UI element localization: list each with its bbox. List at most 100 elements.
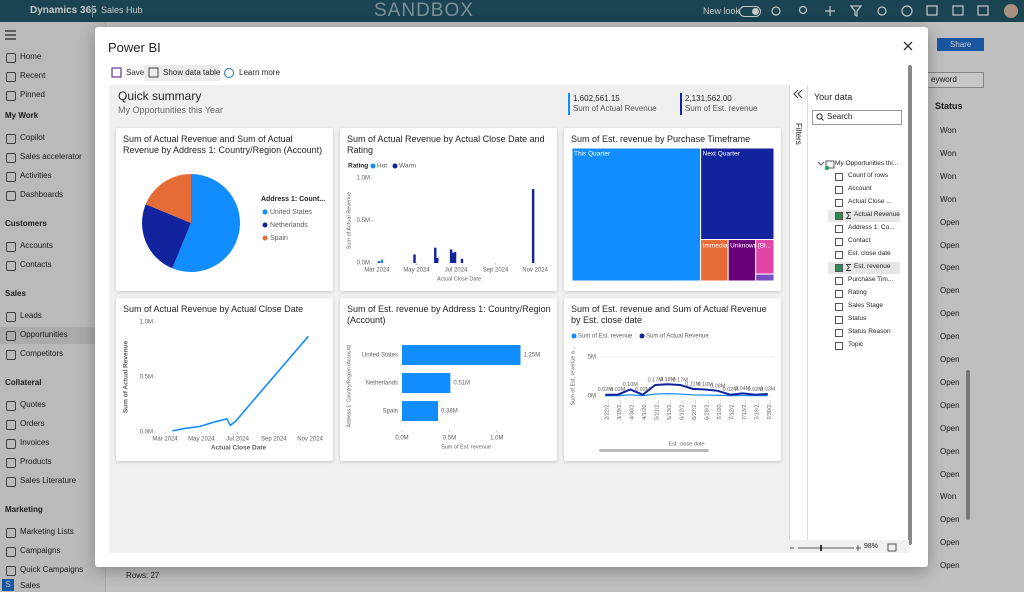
table-icon: [817, 160, 835, 170]
nav-item[interactable]: Dashboards: [20, 190, 64, 199]
field-name[interactable]: Status: [848, 315, 867, 322]
nav-item[interactable]: Competitors: [20, 349, 64, 358]
icon[interactable]: [771, 6, 781, 16]
toolbar-learn-more[interactable]: Learn more: [239, 68, 280, 77]
nav-item[interactable]: Marketing Lists: [20, 527, 74, 536]
y-tick-label: 1.0M: [140, 320, 153, 326]
toolbar-icons: [111, 67, 234, 78]
icon[interactable]: [798, 5, 808, 15]
icon[interactable]: [952, 5, 964, 16]
nav-item[interactable]: Invoices: [20, 438, 50, 447]
app-name[interactable]: Dynamics 365: [30, 5, 97, 16]
field-checkbox[interactable]: [835, 212, 843, 220]
field-checkbox[interactable]: [835, 303, 843, 311]
nav-item[interactable]: Campaigns: [20, 546, 61, 555]
field-name[interactable]: Contact: [848, 237, 871, 244]
area-switcher[interactable]: Sales: [20, 581, 41, 590]
visual-plot: United States Netherlands Spain Address 1: …: [142, 174, 325, 272]
bar: [402, 373, 451, 393]
nav-item[interactable]: Products: [20, 457, 52, 466]
nav-icon: [6, 331, 16, 341]
value-label: 0.02M: [610, 387, 626, 393]
pie-slice: [142, 204, 191, 269]
field-checkbox[interactable]: [835, 290, 843, 298]
status-cell: Open: [940, 400, 960, 410]
new-look-toggle[interactable]: [739, 6, 761, 17]
field-name[interactable]: Est. revenue: [854, 263, 891, 270]
field-checkbox[interactable]: [835, 199, 843, 207]
nav-item[interactable]: Quotes: [20, 400, 46, 409]
nav-item[interactable]: Home: [20, 52, 42, 61]
menu-icon[interactable]: [5, 30, 17, 40]
field-checkbox[interactable]: [835, 251, 843, 259]
status-header[interactable]: Status: [935, 101, 963, 111]
filters-label[interactable]: Filters: [794, 123, 803, 145]
icon[interactable]: [877, 6, 887, 16]
field-checkbox[interactable]: [835, 186, 843, 194]
status-cell: Open: [940, 286, 960, 296]
nav-item[interactable]: Pinned: [20, 90, 45, 99]
nav-item[interactable]: Opportunities: [20, 330, 68, 339]
search-box[interactable]: [812, 110, 902, 125]
field-checkbox[interactable]: [835, 316, 843, 324]
field-name[interactable]: Purchase Tim...: [848, 276, 894, 283]
icon[interactable]: [849, 5, 863, 17]
status-cell: Won: [940, 492, 957, 502]
field-checkbox[interactable]: [835, 264, 843, 272]
hub-name[interactable]: Sales Hub: [101, 5, 143, 15]
icon[interactable]: [825, 6, 835, 16]
field-name[interactable]: Actual Close ...: [848, 198, 892, 205]
nav-item[interactable]: Sales accelerator: [20, 152, 82, 161]
share-button[interactable]: Share: [937, 38, 984, 51]
save-icon[interactable]: [111, 67, 122, 78]
field-name[interactable]: Topic: [848, 341, 864, 348]
bar: [413, 254, 416, 263]
toolbar-save[interactable]: Save: [126, 68, 145, 77]
table-icon[interactable]: [148, 67, 159, 78]
field-name[interactable]: Rating: [848, 289, 867, 296]
nav-item[interactable]: Contacts: [20, 260, 52, 269]
x-tick-label: 7/1/20...: [717, 400, 723, 420]
toolbar-data-table[interactable]: Show data table: [163, 68, 221, 77]
field-name[interactable]: Actual Revenue: [854, 211, 900, 218]
x-tick-label: Nov 2024: [297, 437, 323, 443]
field-checkbox[interactable]: [835, 277, 843, 285]
nav-item[interactable]: Sales Literature: [20, 476, 77, 485]
expand-filters[interactable]: [793, 90, 803, 98]
nav-item[interactable]: Recent: [20, 71, 46, 80]
icon[interactable]: [901, 5, 913, 17]
zoom-slider[interactable]: [790, 543, 900, 553]
field-name[interactable]: Est. close date: [848, 250, 891, 257]
nav-item[interactable]: Copilot: [20, 133, 45, 142]
avatar[interactable]: [1004, 4, 1018, 18]
field-checkbox[interactable]: [835, 342, 843, 350]
icon[interactable]: [977, 5, 989, 16]
field-name[interactable]: Address 1: Co...: [848, 224, 895, 231]
field-checkbox[interactable]: [835, 238, 843, 246]
close-button[interactable]: [903, 41, 913, 51]
field-name[interactable]: Count of rows: [848, 172, 889, 179]
nav-item[interactable]: Orders: [20, 419, 45, 428]
icon[interactable]: [926, 5, 938, 16]
nav-item[interactable]: Accounts: [20, 241, 53, 250]
x-tick-label: 7/30/2...: [767, 400, 773, 420]
tile-label: (Bl...: [758, 242, 772, 249]
search-placeholder: Search: [827, 112, 853, 121]
nav-item[interactable]: Leads: [20, 311, 42, 320]
y-axis-title: Address 1: Country/Region (Account): [346, 344, 352, 427]
field-checkbox[interactable]: [835, 225, 843, 233]
visual-card: Sum of Actual Revenue by Actual Close Da…: [340, 128, 557, 291]
nav-group-title: Marketing: [5, 505, 43, 514]
value-label: 0.04M: [735, 386, 751, 392]
value-label: 0.03M: [760, 387, 776, 393]
table-name[interactable]: My Opportunities thi...: [835, 160, 899, 167]
nav-item[interactable]: Quick Campaigns: [20, 565, 84, 574]
field-name[interactable]: Account: [848, 185, 872, 192]
field-checkbox[interactable]: [835, 173, 843, 181]
field-name[interactable]: Sales Stage: [848, 302, 884, 309]
field-checkbox[interactable]: [835, 329, 843, 337]
help-icon[interactable]: [224, 68, 234, 78]
keyword-box[interactable]: eyword: [926, 72, 984, 88]
nav-item[interactable]: Activities: [20, 171, 52, 180]
field-name[interactable]: Status Reason: [848, 328, 891, 335]
